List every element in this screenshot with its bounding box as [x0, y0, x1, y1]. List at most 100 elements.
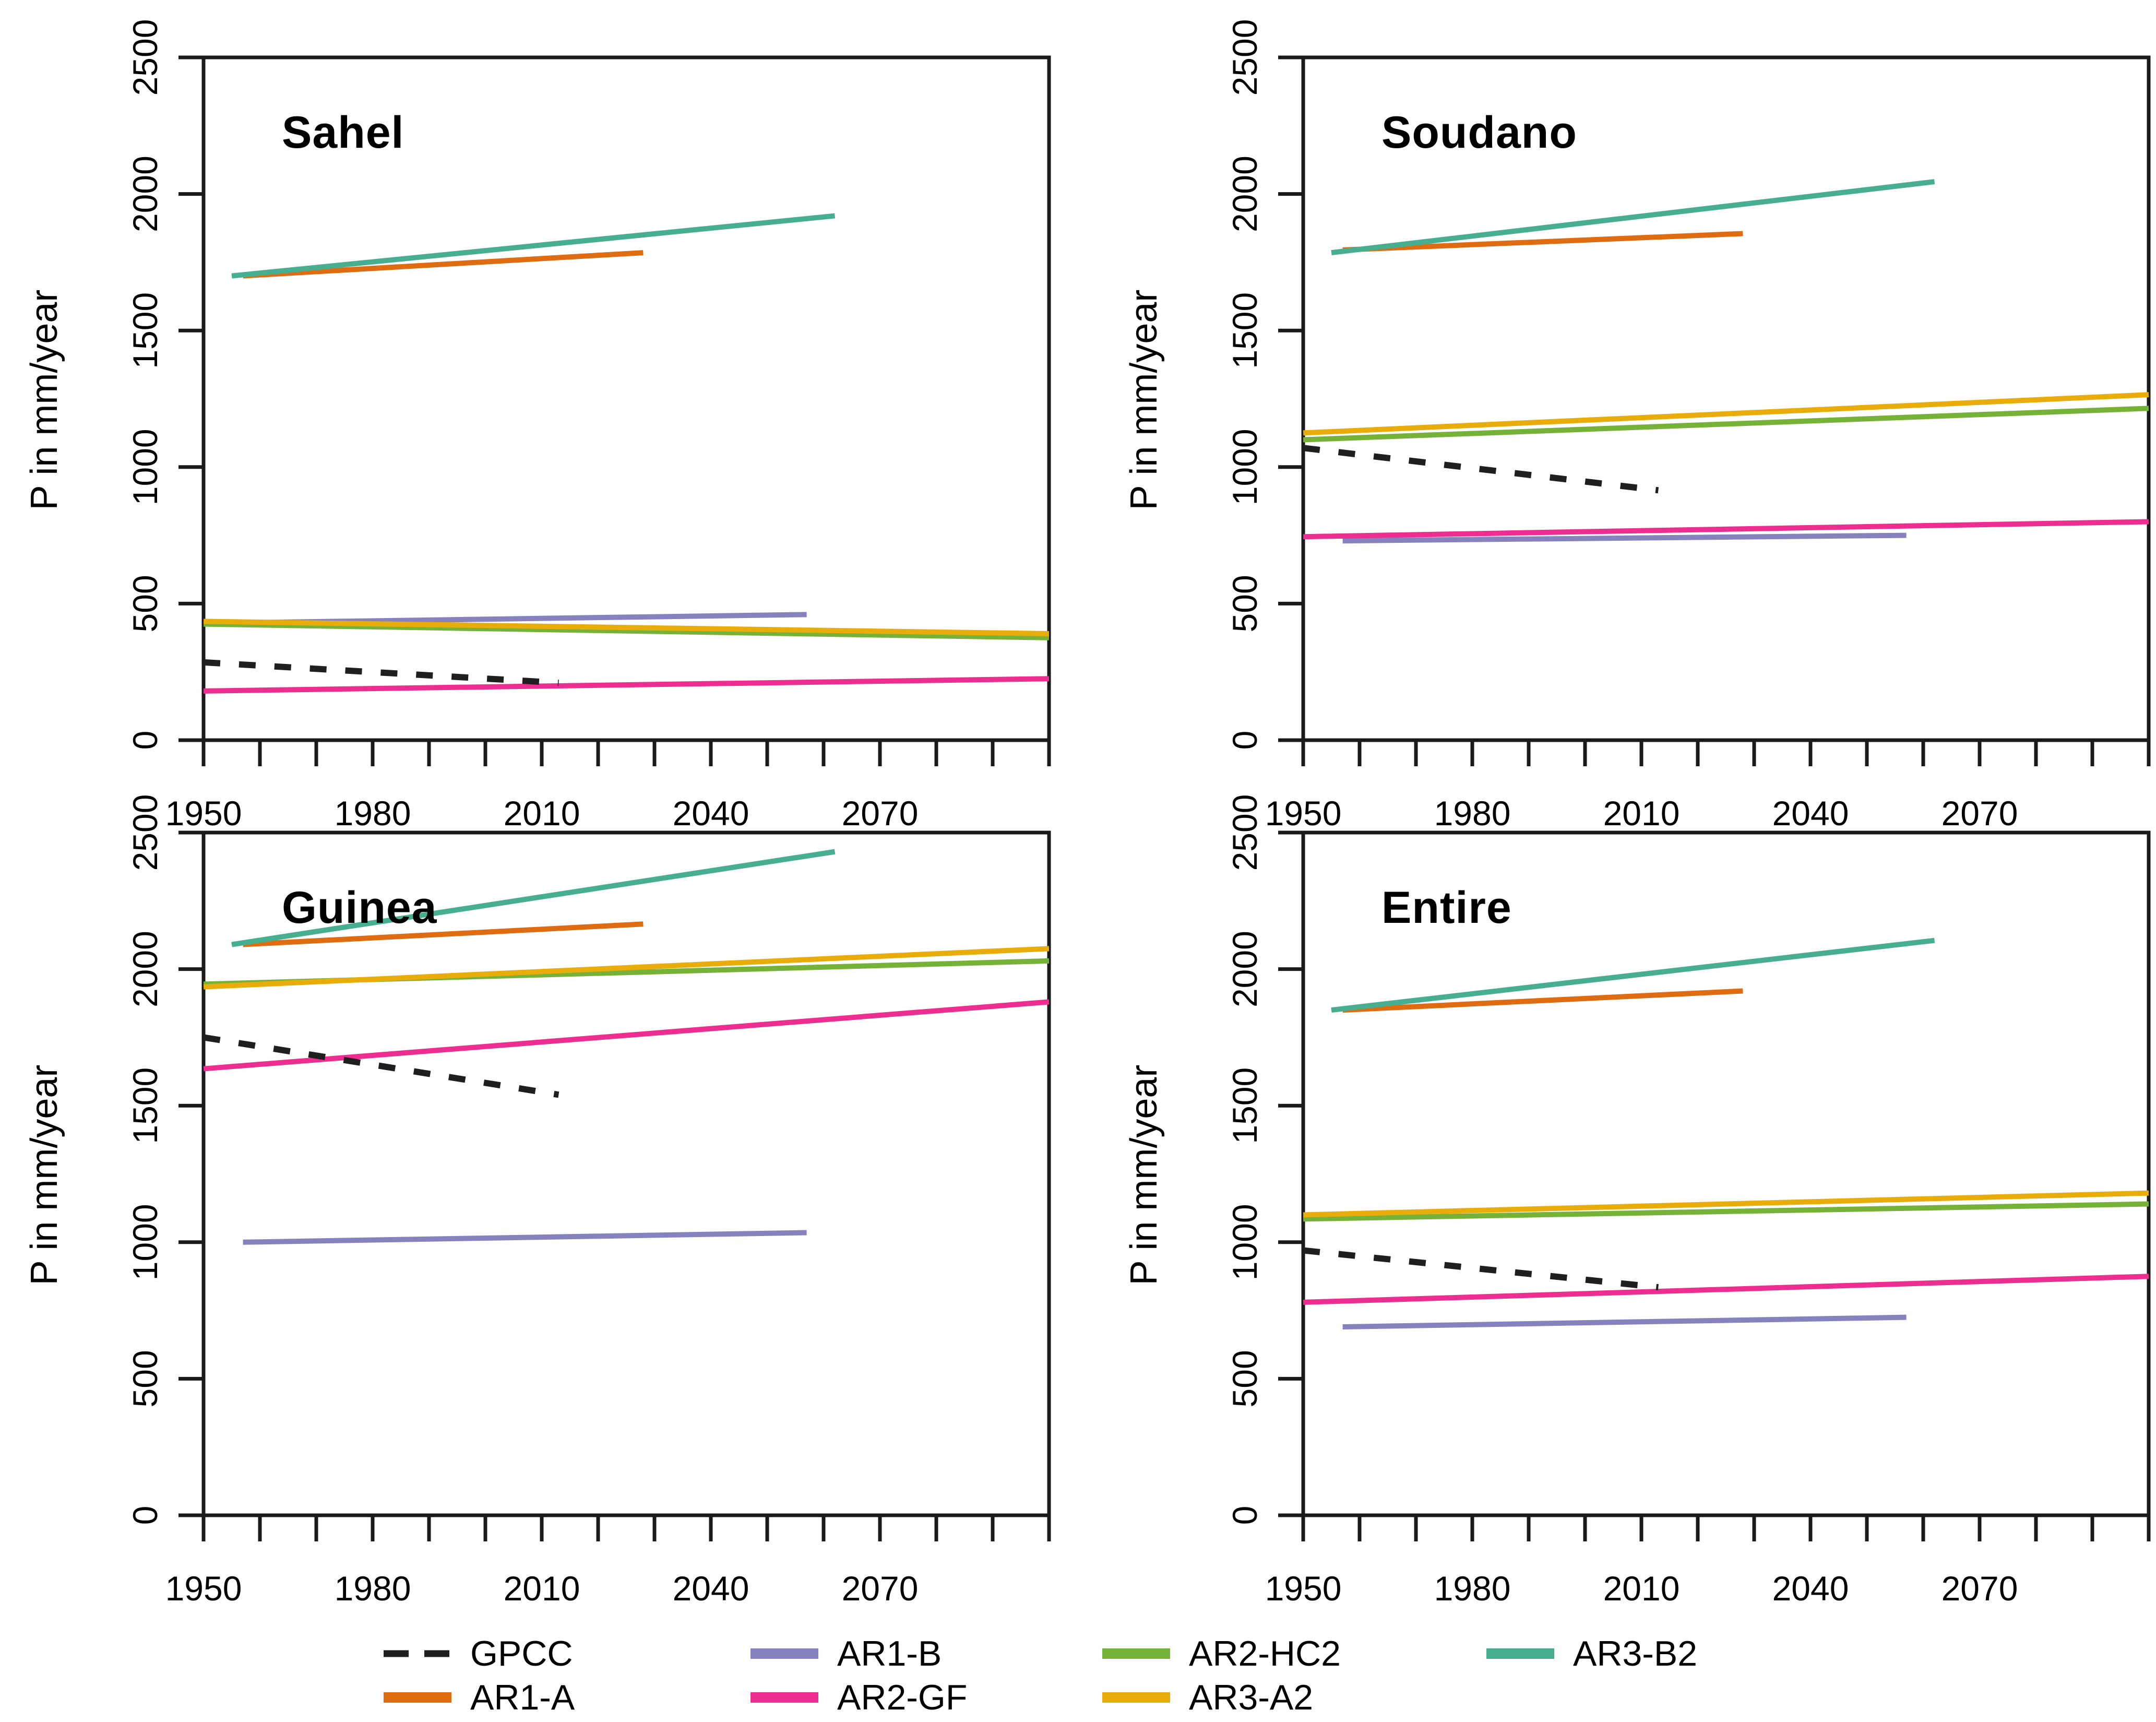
legend-item-ar1-b: AR1-B — [751, 1634, 942, 1673]
y-tick-label: 500 — [1225, 575, 1264, 632]
x-tick-label: 2040 — [1772, 794, 1849, 833]
y-tick-label: 1500 — [126, 292, 164, 369]
series-line-ar3-b2 — [231, 849, 836, 947]
y-tick-label: 1500 — [1225, 292, 1264, 369]
series-line-ar2-gf — [203, 676, 1050, 694]
series-line-ar3-b2 — [1331, 937, 1935, 1013]
series-line-ar1-b — [1342, 532, 1907, 544]
legend-item-ar3-b2: AR3-B2 — [1486, 1634, 1697, 1673]
series-line-ar1-a — [1342, 231, 1743, 253]
x-tick-label: 1950 — [165, 1569, 242, 1608]
y-axis-label-entire: P in mm/year — [1123, 1064, 1165, 1286]
series-line-ar1-b — [1342, 1314, 1907, 1329]
legend: GPCC AR1-A AR1-B AR2-GF AR2-HC2 AR3-A2 AR3-B2 — [384, 1634, 1697, 1717]
series-line-gpcc — [203, 659, 559, 686]
y-tick-label: 0 — [1225, 1506, 1264, 1525]
y-tick-label: 1000 — [1225, 1204, 1264, 1280]
legend-item-ar2-hc2: AR2-HC2 — [1102, 1634, 1341, 1673]
series-line-ar3-a2 — [1303, 1190, 2149, 1218]
y-tick-label: 500 — [126, 1350, 164, 1407]
x-tick-label: 1980 — [335, 794, 411, 833]
legend-item-ar2-gf: AR2-GF — [751, 1678, 967, 1717]
plot-frame — [1301, 830, 2151, 1517]
legend-item-ar3-a2: AR3-A2 — [1102, 1678, 1313, 1717]
series-line-gpcc — [203, 1034, 559, 1098]
x-tick-label: 2010 — [504, 1569, 580, 1608]
series-line-ar3-a2 — [203, 946, 1050, 990]
panel-title-soudano: Soudano — [1381, 108, 1577, 158]
panel-soudano: 0 500 1000 1500 2000 2500 1950 1980 2010 2040 2070 — [1225, 19, 2151, 833]
y-tick-label: 500 — [1225, 1350, 1264, 1407]
x-tick-label: 2040 — [673, 1569, 749, 1608]
legend-label: GPCC — [470, 1634, 573, 1673]
x-tick-label: 1950 — [1265, 1569, 1342, 1608]
x-tick-label: 2010 — [504, 794, 580, 833]
y-tick-label: 0 — [126, 731, 164, 750]
series-line-ar3-a2 — [203, 619, 1050, 636]
plot-frame — [201, 830, 1051, 1517]
x-tick-label: 2070 — [1941, 1569, 2018, 1608]
legend-label: AR1-B — [837, 1634, 942, 1673]
x-tick-label: 2010 — [1603, 1569, 1680, 1608]
series-line-gpcc — [1303, 1247, 1659, 1291]
x-tick-label: 2040 — [673, 794, 749, 833]
series-line-ar2-gf — [1303, 519, 2149, 540]
series-line-ar1-b — [243, 1230, 807, 1245]
series-line-ar2-hc2 — [1303, 406, 2149, 443]
y-tick-label: 1000 — [1225, 429, 1264, 505]
legend-label: AR2-HC2 — [1189, 1634, 1341, 1673]
y-tick-label: 2500 — [1225, 794, 1264, 871]
y-tick-label: 0 — [126, 1506, 164, 1525]
y-tick-label: 1000 — [126, 429, 164, 505]
series-line-ar3-a2 — [1303, 392, 2149, 436]
y-tick-label: 1500 — [126, 1067, 164, 1144]
y-tick-label: 2000 — [1225, 156, 1264, 232]
x-tick-label: 2040 — [1772, 1569, 1849, 1608]
y-tick-label: 1500 — [1225, 1067, 1264, 1144]
panel-title-guinea: Guinea — [282, 883, 437, 933]
y-axis-label-guinea: P in mm/year — [23, 1064, 65, 1286]
series-line-gpcc — [1303, 445, 1659, 494]
series-line-ar1-a — [243, 250, 644, 279]
x-tick-label: 1950 — [1265, 794, 1342, 833]
y-tick-label: 2000 — [126, 156, 164, 232]
panel-sahel: 0 500 1000 1500 2000 2500 1950 1980 2010 2040 2070 — [126, 19, 1051, 833]
series-line-ar1-a — [243, 921, 644, 947]
legend-item-ar1-a: AR1-A — [384, 1678, 575, 1717]
x-tick-label: 1980 — [1434, 1569, 1511, 1608]
plot-frame — [201, 55, 1051, 742]
legend-label: AR1-A — [470, 1678, 575, 1717]
x-tick-label: 2070 — [1941, 794, 2018, 833]
panel-title-sahel: Sahel — [282, 108, 404, 158]
y-tick-label: 2000 — [1225, 931, 1264, 1007]
legend-item-gpcc: GPCC — [384, 1634, 573, 1673]
series-line-ar3-b2 — [231, 213, 836, 279]
y-tick-label: 0 — [1225, 731, 1264, 750]
y-tick-label: 2500 — [126, 794, 164, 871]
legend-label: AR3-B2 — [1573, 1634, 1697, 1673]
series-line-ar2-hc2 — [203, 621, 1050, 640]
y-axis-label-soudano: P in mm/year — [1123, 289, 1165, 510]
series-line-ar2-hc2 — [1303, 1201, 2149, 1222]
y-tick-label: 1000 — [126, 1204, 164, 1280]
series-line-ar1-a — [1342, 988, 1743, 1013]
x-tick-label: 1980 — [335, 1569, 411, 1608]
y-tick-label: 2500 — [1225, 19, 1264, 96]
legend-label: AR3-A2 — [1189, 1678, 1313, 1717]
y-axis-label-sahel: P in mm/year — [23, 289, 65, 510]
x-tick-label: 1980 — [1434, 794, 1511, 833]
x-tick-label: 2010 — [1603, 794, 1680, 833]
x-tick-label: 1950 — [165, 794, 242, 833]
x-tick-label: 2070 — [842, 1569, 919, 1608]
y-tick-label: 500 — [126, 575, 164, 632]
series-line-ar2-gf — [1303, 1274, 2149, 1305]
x-tick-label: 2070 — [842, 794, 919, 833]
y-tick-label: 2500 — [126, 19, 164, 96]
panel-title-entire: Entire — [1381, 883, 1512, 933]
legend-label: AR2-GF — [837, 1678, 967, 1717]
plot-frame — [1301, 55, 2151, 742]
